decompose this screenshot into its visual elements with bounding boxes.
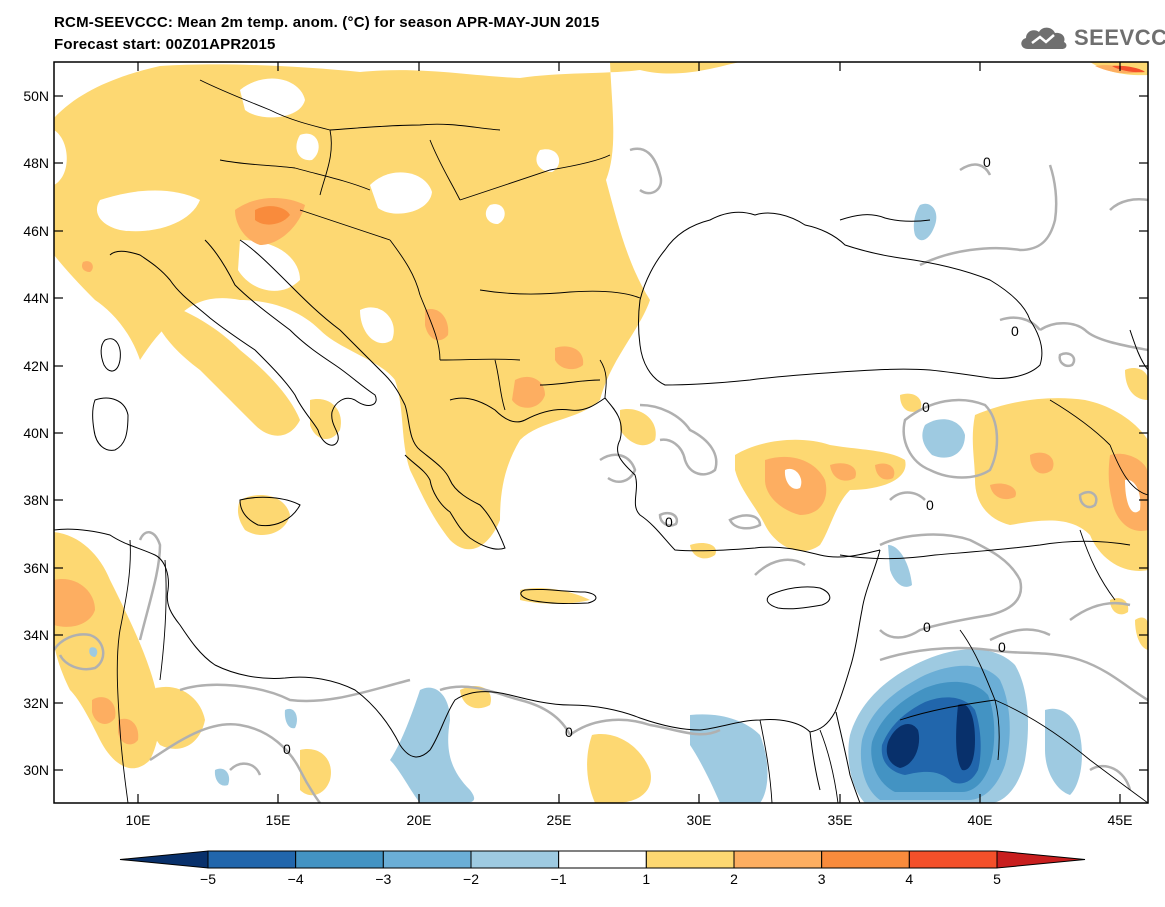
colorbar-label: 5	[993, 871, 1001, 887]
colorbar-label: −4	[288, 871, 304, 887]
forecast-start-label: Forecast start: 00Z01APR2015	[54, 36, 276, 53]
lon-tick-label: 25E	[547, 812, 572, 828]
country-borders	[116, 79, 1148, 803]
colorbar-label: 3	[818, 871, 826, 887]
lat-tick-label: 42N	[23, 358, 49, 374]
cool-anomalies	[89, 203, 1082, 803]
anomaly-shading	[54, 62, 1148, 803]
contour-label: 0	[283, 741, 291, 757]
lon-tick-label: 30E	[687, 812, 712, 828]
lat-tick-label: 50N	[23, 88, 49, 104]
contour-label: 0	[926, 497, 934, 513]
lat-tick-label: 48N	[23, 155, 49, 171]
colorbar-segment	[908, 850, 998, 869]
colorbar-label: 2	[730, 871, 738, 887]
lon-tick-label: 40E	[968, 812, 993, 828]
cyprus-coastline	[766, 586, 831, 610]
contour-label: 0	[998, 639, 1006, 655]
colorbar-segment	[470, 850, 560, 869]
colorbar-segment	[645, 850, 735, 869]
lon-tick-label: 20E	[407, 812, 432, 828]
colorbar-segment	[558, 850, 647, 869]
italy-coastline	[109, 239, 377, 446]
turkey-south-coast	[604, 397, 881, 558]
colorbar-label: −1	[551, 871, 567, 887]
zero-contours	[54, 147, 1148, 803]
colorbar-min-arrow	[119, 850, 209, 869]
lat-tick-label: 30N	[23, 762, 49, 778]
colorbar: −5 −4 −3 −2 −1 1 2 3 4 5	[119, 850, 1086, 887]
seevccc-logo: SEEVCCC	[1018, 22, 1165, 54]
north-africa-coast	[54, 528, 811, 758]
lat-tick-label: 46N	[23, 223, 49, 239]
lon-tick-label: 45E	[1108, 812, 1133, 828]
colorbar-label: −3	[375, 871, 391, 887]
lon-tick-marks	[137, 62, 1121, 803]
lat-tick-label: 36N	[23, 560, 49, 576]
contour-label: 0	[922, 399, 930, 415]
lat-tick-label: 44N	[23, 290, 49, 306]
coastlines-and-borders	[54, 211, 1148, 803]
contour-labels: 0 0 0 0 0 0 0 0 0	[283, 154, 1019, 757]
colorbar-label: −2	[463, 871, 479, 887]
crete-coastline	[520, 588, 597, 605]
lat-tick-marks	[54, 95, 1148, 771]
cloud-icon	[1021, 27, 1067, 49]
colorbar-segment	[295, 850, 384, 869]
colorbar-label: 1	[642, 871, 650, 887]
lon-tick-label: 10E	[126, 812, 151, 828]
contour-label: 0	[665, 514, 673, 530]
contour-label: 0	[1011, 323, 1019, 339]
contour-label: 0	[923, 619, 931, 635]
lon-tick-labels: 10E 15E 20E 25E 30E 35E 40E 45E	[126, 812, 1133, 828]
contour-label: 0	[983, 154, 991, 170]
colorbar-segment	[382, 850, 472, 869]
colorbar-max-arrow	[996, 850, 1086, 869]
colorbar-label: −5	[200, 871, 216, 887]
lat-tick-labels: 50N 48N 46N 44N 42N 40N 38N 36N 34N 32N …	[23, 88, 49, 778]
lon-tick-label: 35E	[828, 812, 853, 828]
map-title: RCM-SEEVCCC: Mean 2m temp. anom. (°C) fo…	[54, 14, 600, 31]
colorbar-segment	[207, 850, 297, 869]
warm-region-central-europe	[54, 62, 740, 550]
black-sea-coast	[638, 211, 1043, 386]
colorbar-segment	[821, 850, 910, 869]
lat-tick-label: 40N	[23, 425, 49, 441]
lat-tick-label: 38N	[23, 492, 49, 508]
lon-tick-label: 15E	[266, 812, 291, 828]
colorbar-label: 4	[905, 871, 913, 887]
greece-coastline	[404, 404, 506, 550]
contour-label: 0	[565, 724, 573, 740]
lat-tick-label: 32N	[23, 695, 49, 711]
logo-text: SEEVCCC	[1074, 25, 1165, 50]
colorbar-segment	[733, 850, 823, 869]
lat-tick-label: 34N	[23, 627, 49, 643]
